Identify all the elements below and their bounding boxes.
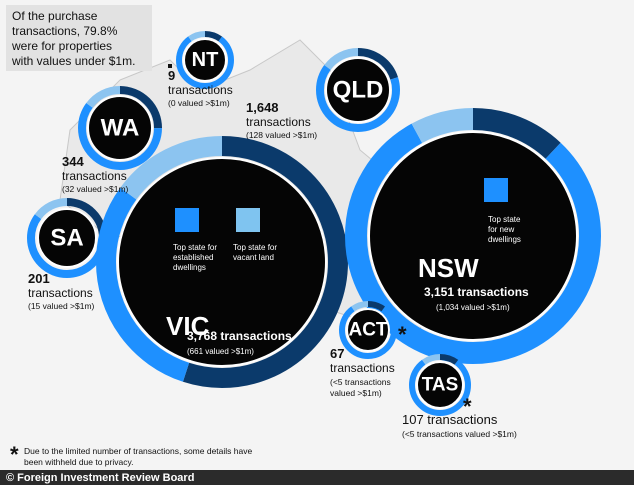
footnote-line: been withheld due to privacy. <box>24 457 133 467</box>
ring-center <box>117 157 327 367</box>
ring-segment <box>345 108 601 364</box>
ring-center <box>368 131 578 341</box>
ring-center <box>183 38 227 82</box>
ring-segment <box>78 86 162 170</box>
rings <box>27 31 601 416</box>
asterisk: * <box>463 394 472 419</box>
ring-segment <box>96 136 348 388</box>
ring-segment <box>316 48 400 132</box>
unit: transactions <box>246 115 311 129</box>
icon <box>236 208 260 232</box>
badge-line: Top state <box>488 215 521 224</box>
ring-center <box>416 361 464 409</box>
state-label: NT <box>192 49 219 71</box>
ring-center <box>37 208 97 268</box>
unit: transactions <box>330 361 395 375</box>
count: 344 <box>62 154 84 169</box>
ring-segment <box>409 354 471 416</box>
ring-segment <box>78 86 162 170</box>
icon <box>168 64 172 68</box>
ring-segment <box>316 48 400 132</box>
state-label: QLD <box>333 77 384 104</box>
asterisk: * <box>398 322 407 347</box>
note-line: Of the purchase <box>12 9 98 23</box>
source-bar <box>0 470 634 485</box>
ring-segment <box>27 198 107 278</box>
unit: transactions <box>62 169 127 183</box>
ring-segment <box>176 31 234 89</box>
state-label: ACT <box>348 320 387 341</box>
ring-segment <box>409 354 471 416</box>
ring-center <box>325 57 391 123</box>
detail: valued >$1m) <box>330 388 382 398</box>
badge-line: dwellings <box>173 263 206 272</box>
detail: (32 valued >$1m) <box>62 184 129 194</box>
note-line: transactions, 79.8% <box>12 24 118 38</box>
source: © Foreign Investment Review Board <box>6 472 194 484</box>
ring-center <box>346 308 390 352</box>
detail: (<5 transactions valued >$1m) <box>402 429 517 439</box>
ring-segment <box>339 301 397 359</box>
state-label: TAS <box>422 375 459 396</box>
detail: (1,034 valued >$1m) <box>436 303 510 312</box>
detail: (661 valued >$1m) <box>187 347 254 356</box>
state-label: VIC <box>166 311 210 341</box>
detail: (15 valued >$1m) <box>28 301 95 311</box>
state-label: WA <box>101 115 140 142</box>
state-label: SA <box>50 225 83 252</box>
note-line: with values under $1m. <box>11 54 135 68</box>
note: Of the purchase transactions, 79.8% were… <box>11 9 135 68</box>
note-line: were for properties <box>11 39 112 53</box>
count: 9 <box>168 68 175 83</box>
badge-line: established <box>173 253 213 262</box>
badge-line: dwellings <box>488 235 521 244</box>
summary: 107 transactions <box>402 412 498 427</box>
ring-segment <box>339 301 397 359</box>
ring-center <box>87 95 153 161</box>
asterisk: * <box>10 442 19 467</box>
unit: transactions <box>168 83 233 97</box>
badge-line: vacant land <box>233 253 274 262</box>
summary: 3,768 transactions <box>187 329 292 343</box>
summary: 3,151 transactions <box>424 285 529 299</box>
icon <box>175 208 199 232</box>
icon <box>484 178 508 202</box>
footnote-line: Due to the limited number of transaction… <box>24 446 252 456</box>
badge-line: for new <box>488 225 514 234</box>
detail: (128 valued >$1m) <box>246 130 317 140</box>
unit: transactions <box>28 286 93 300</box>
ring-segment <box>345 108 601 364</box>
state-label: NSW <box>418 253 479 283</box>
badge-line: Top state for <box>233 243 277 252</box>
detail: (0 valued >$1m) <box>168 98 230 108</box>
badge-line: Top state for <box>173 243 217 252</box>
ring-segment <box>176 31 234 89</box>
count: 201 <box>28 271 50 286</box>
detail: (<5 transactions <box>330 377 391 387</box>
ring-segment <box>27 198 107 278</box>
ring-segment <box>96 136 348 388</box>
count: 67 <box>330 346 344 361</box>
count: 1,648 <box>246 100 279 115</box>
note-box <box>6 5 152 71</box>
